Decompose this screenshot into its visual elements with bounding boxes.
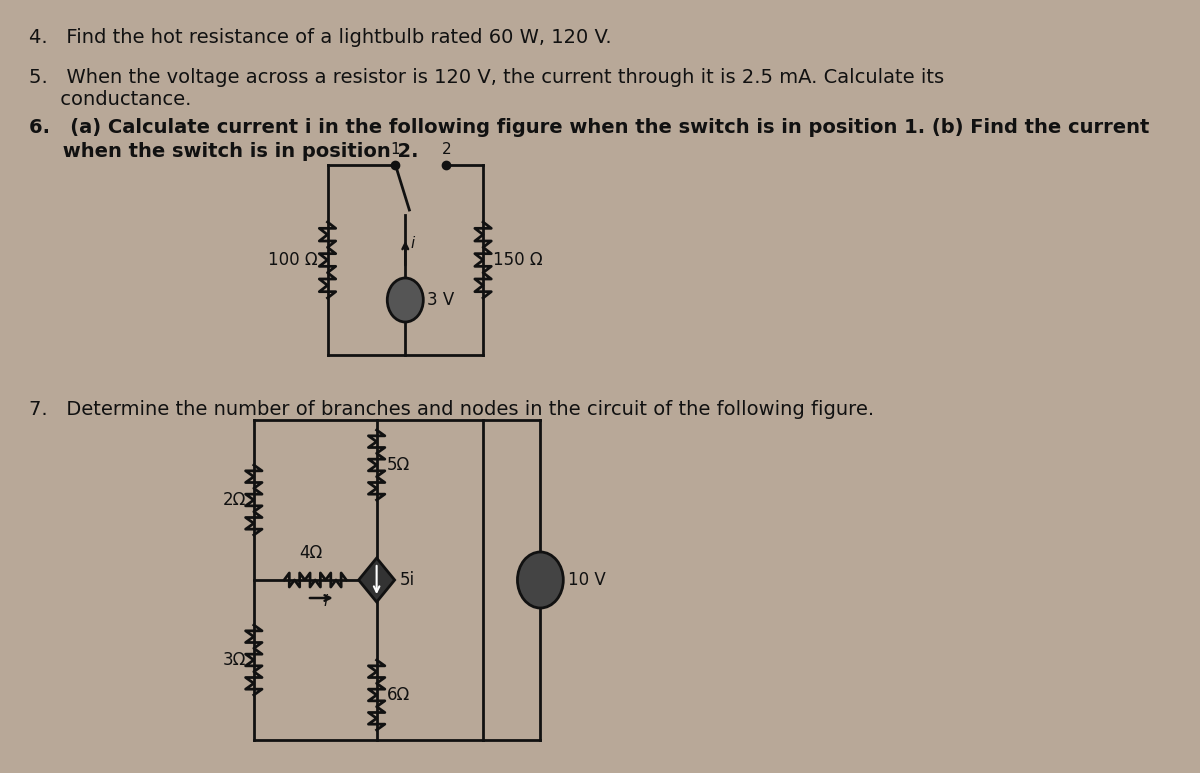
Text: conductance.: conductance. [29, 90, 191, 109]
Text: 6Ω: 6Ω [386, 686, 409, 704]
Polygon shape [359, 558, 395, 602]
Text: 6.   (a) Calculate current i in the following figure when the switch is in posit: 6. (a) Calculate current i in the follow… [29, 118, 1150, 137]
Text: 5.   When the voltage across a resistor is 120 V, the current through it is 2.5 : 5. When the voltage across a resistor is… [29, 68, 943, 87]
Text: 3Ω: 3Ω [222, 651, 246, 669]
Text: when the switch is in position 2.: when the switch is in position 2. [29, 142, 418, 161]
Text: 3 V: 3 V [427, 291, 455, 309]
Text: 10 V: 10 V [569, 571, 606, 589]
Text: 1: 1 [391, 142, 401, 157]
Text: 100 Ω: 100 Ω [268, 251, 318, 269]
Text: 5Ω: 5Ω [386, 456, 409, 474]
Circle shape [388, 278, 424, 322]
Text: 4Ω: 4Ω [300, 544, 323, 562]
Text: 5i: 5i [400, 571, 415, 589]
Text: 4.   Find the hot resistance of a lightbulb rated 60 W, 120 V.: 4. Find the hot resistance of a lightbul… [29, 28, 611, 47]
Text: 2Ω: 2Ω [222, 491, 246, 509]
Text: 7.   Determine the number of branches and nodes in the circuit of the following : 7. Determine the number of branches and … [29, 400, 874, 419]
Text: i: i [410, 236, 414, 250]
Text: 150 Ω: 150 Ω [493, 251, 542, 269]
Circle shape [517, 552, 563, 608]
Text: 2: 2 [442, 142, 451, 157]
Text: i: i [324, 594, 328, 609]
